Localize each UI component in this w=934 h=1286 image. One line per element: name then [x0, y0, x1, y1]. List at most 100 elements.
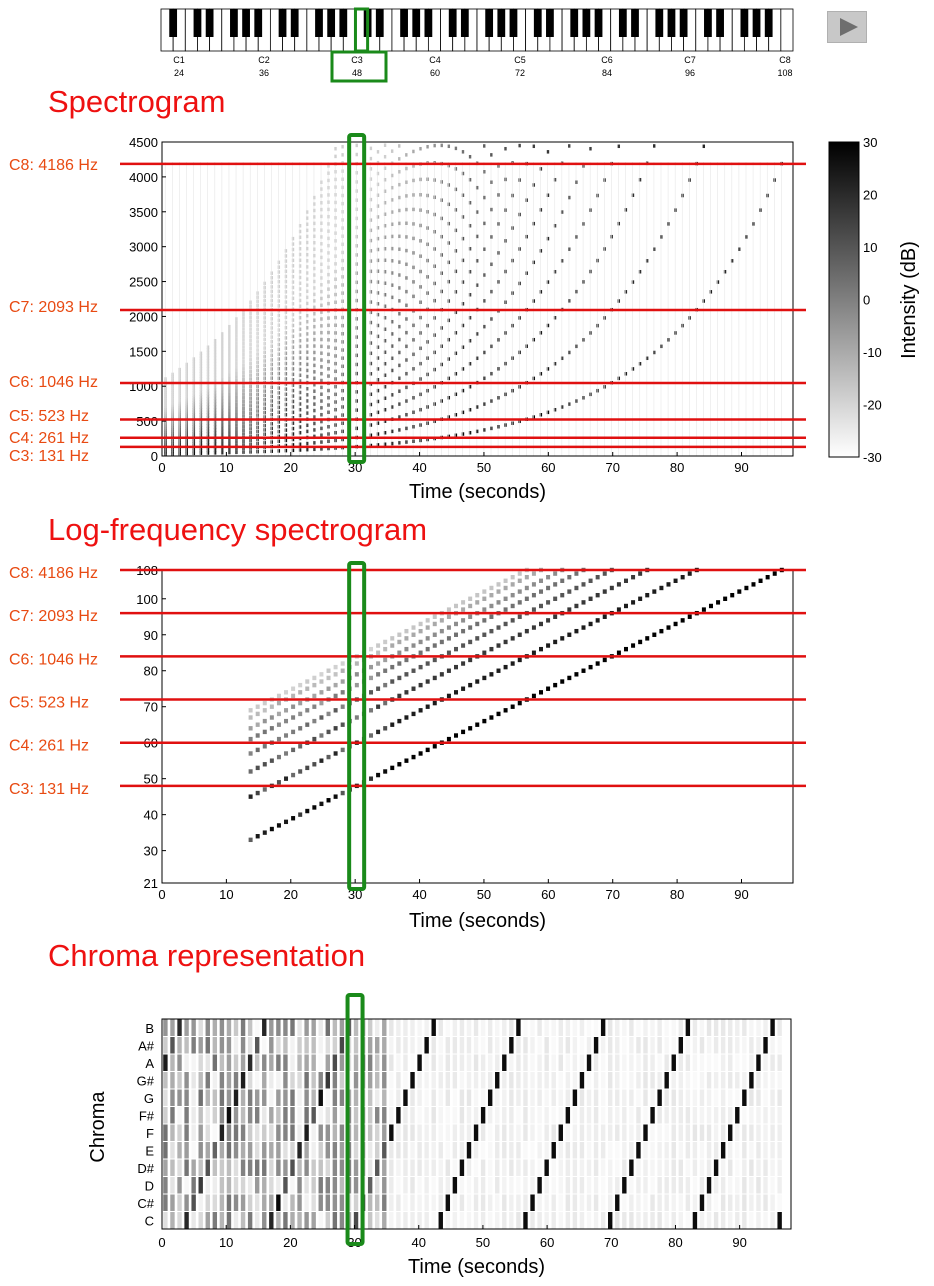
chroma-cell: [699, 1019, 705, 1036]
harmonic-mark: [517, 632, 522, 637]
black-key: [254, 9, 263, 37]
harmonic-mark: [277, 395, 281, 400]
harmonic-mark: [319, 758, 324, 763]
black-key: [242, 9, 250, 37]
harmonic-mark: [504, 300, 507, 304]
chroma-cell: [565, 1212, 571, 1229]
chroma-cell: [643, 1142, 648, 1159]
harmonic-mark: [432, 675, 437, 681]
harmonic-mark: [560, 578, 565, 583]
chroma-cell: [756, 1142, 761, 1159]
chroma-cell: [219, 1107, 225, 1124]
harmonic-mark: [284, 387, 288, 391]
harmonic-mark: [503, 596, 508, 601]
chroma-cell: [205, 1089, 210, 1106]
chroma-cell: [424, 1194, 429, 1211]
chroma-cell: [283, 1212, 288, 1229]
chroma-cell: [304, 1107, 309, 1124]
harmonic-mark: [581, 582, 586, 587]
harmonic-mark: [468, 726, 473, 731]
harmonic-mark: [320, 385, 323, 390]
chroma-cell: [205, 1142, 210, 1159]
harmonic-mark: [419, 146, 422, 151]
chroma-cell: [410, 1054, 415, 1071]
chroma-cell: [671, 1142, 676, 1159]
harmonic-mark: [524, 596, 529, 601]
harmonic-mark: [425, 704, 430, 709]
reference-line-label: C6: 1046 Hz: [9, 651, 98, 668]
harmonic-mark: [390, 344, 394, 348]
chroma-cell: [304, 1054, 309, 1071]
chroma-cell: [452, 1177, 458, 1194]
chroma-cell: [212, 1194, 218, 1211]
harmonic-mark: [398, 376, 401, 381]
harmonic-mark: [320, 324, 323, 328]
chroma-cell: [233, 1072, 239, 1089]
chroma-cell: [226, 1194, 232, 1211]
chroma-cell: [586, 1212, 592, 1229]
chroma-cell: [735, 1054, 740, 1071]
harmonic-mark: [313, 208, 316, 213]
chroma-cell: [735, 1177, 740, 1194]
chroma-cell: [713, 1037, 719, 1054]
harmonic-mark: [645, 636, 650, 641]
chroma-cell: [170, 1177, 175, 1194]
chroma-cell: [424, 1159, 429, 1176]
harmonic-mark: [652, 589, 657, 594]
harmonic-mark: [284, 341, 288, 345]
chroma-cell: [353, 1054, 359, 1071]
chroma-cell: [530, 1107, 535, 1124]
keyboard-octave-label: C8: [779, 55, 791, 65]
harmonic-mark: [468, 223, 472, 228]
harmonic-mark: [531, 607, 536, 612]
harmonic-mark: [355, 207, 358, 212]
chroma-cell: [650, 1142, 655, 1159]
harmonic-mark: [313, 408, 316, 413]
chroma-cell: [650, 1037, 655, 1054]
harmonic-mark: [376, 643, 381, 648]
harmonic-mark: [517, 700, 522, 706]
chroma-cell: [509, 1124, 514, 1141]
chroma-cell: [226, 1212, 232, 1229]
chroma-cell: [212, 1124, 218, 1141]
harmonic-mark: [574, 628, 579, 634]
chroma-cell: [713, 1089, 719, 1106]
chroma-cell: [466, 1019, 472, 1036]
harmonic-mark: [411, 686, 416, 691]
chroma-cell: [466, 1212, 472, 1229]
chroma-cell: [586, 1124, 592, 1141]
chroma-cell: [410, 1089, 415, 1106]
chroma-cell: [579, 1089, 585, 1106]
y-tick-label: 21: [144, 876, 158, 891]
chroma-cell: [254, 1177, 260, 1194]
chroma-cell: [297, 1124, 302, 1141]
harmonic-mark: [390, 393, 394, 397]
chroma-cell: [466, 1089, 472, 1106]
chroma-cell: [226, 1019, 232, 1036]
chroma-cell: [593, 1054, 599, 1071]
harmonic-mark: [730, 592, 735, 598]
keyboard-octave-label: C7: [684, 55, 696, 65]
harmonic-mark: [255, 747, 260, 753]
chroma-cell: [636, 1089, 641, 1106]
chroma-cell: [445, 1107, 451, 1124]
harmonic-mark: [277, 371, 281, 376]
chroma-cell: [523, 1089, 528, 1106]
harmonic-mark: [532, 221, 536, 226]
harmonic-mark: [412, 149, 415, 154]
chroma-cell: [417, 1194, 422, 1211]
harmonic-mark: [284, 718, 289, 724]
chroma-cell: [170, 1019, 175, 1036]
chroma-cell: [367, 1107, 373, 1124]
chroma-cell: [558, 1194, 563, 1211]
harmonic-mark: [475, 283, 479, 287]
play-button[interactable]: [827, 11, 867, 43]
chroma-cell: [502, 1019, 507, 1036]
harmonic-mark: [313, 215, 316, 219]
chroma-cell: [452, 1107, 458, 1124]
harmonic-mark: [602, 614, 607, 619]
chroma-cell: [742, 1019, 747, 1036]
harmonic-mark: [539, 208, 543, 212]
chroma-cell: [551, 1124, 556, 1141]
